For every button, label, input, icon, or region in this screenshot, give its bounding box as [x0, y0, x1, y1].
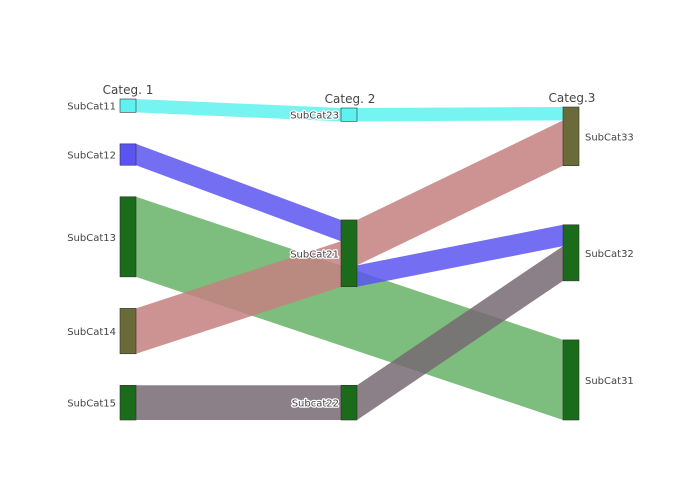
- node-label-subcat22: Subcat22: [292, 399, 339, 410]
- nodes-layer: [119, 98, 580, 421]
- node-subcat31: [562, 339, 580, 421]
- node-label-subcat33: SubCat33: [585, 132, 634, 143]
- link-subcat23-subcat33: [357, 107, 563, 122]
- links-layer: [136, 99, 563, 420]
- node-label-subcat32: SubCat32: [585, 249, 634, 260]
- link-subcat13-subcat31: [136, 196, 563, 420]
- node-label-subcat15: SubCat15: [67, 399, 116, 410]
- node-label-subcat14: SubCat14: [67, 327, 116, 338]
- category-label-2: Categ. 2: [325, 92, 376, 106]
- node-subcat15: [119, 384, 137, 421]
- link-subcat21-subcat32: [357, 224, 563, 287]
- node-subcat14: [119, 308, 137, 355]
- link-subcat15-subcat22: [136, 385, 341, 420]
- labels-layer: SubCat11 SubCat12 SubCat13 SubCat14 SubCat15…: [67, 83, 634, 411]
- link-subcat21-subcat33: [357, 120, 563, 266]
- node-subcat22: [340, 384, 358, 421]
- node-label-subcat23: SubCat23: [290, 111, 339, 122]
- node-subcat13: [119, 196, 137, 278]
- link-subcat14-subcat21: [136, 241, 341, 354]
- node-subcat21: [340, 219, 358, 287]
- link-subcat12-subcat21: [136, 143, 341, 242]
- node-label-subcat11: SubCat11: [67, 102, 116, 113]
- link-subcat11-subcat23: [136, 99, 341, 122]
- node-label-subcat12: SubCat12: [67, 151, 116, 162]
- category-label-3: Categ.3: [549, 91, 596, 105]
- node-subcat23: [340, 107, 358, 122]
- node-label-subcat21: SubCat21: [290, 249, 339, 260]
- node-subcat11: [119, 98, 137, 113]
- category-label-1: Categ. 1: [103, 83, 154, 97]
- link-subcat22-subcat32: [357, 246, 563, 420]
- node-label-subcat31: SubCat31: [585, 376, 634, 387]
- node-label-subcat13: SubCat13: [67, 233, 116, 244]
- node-subcat12: [119, 143, 137, 166]
- node-subcat32: [562, 224, 580, 282]
- node-subcat33: [562, 106, 580, 167]
